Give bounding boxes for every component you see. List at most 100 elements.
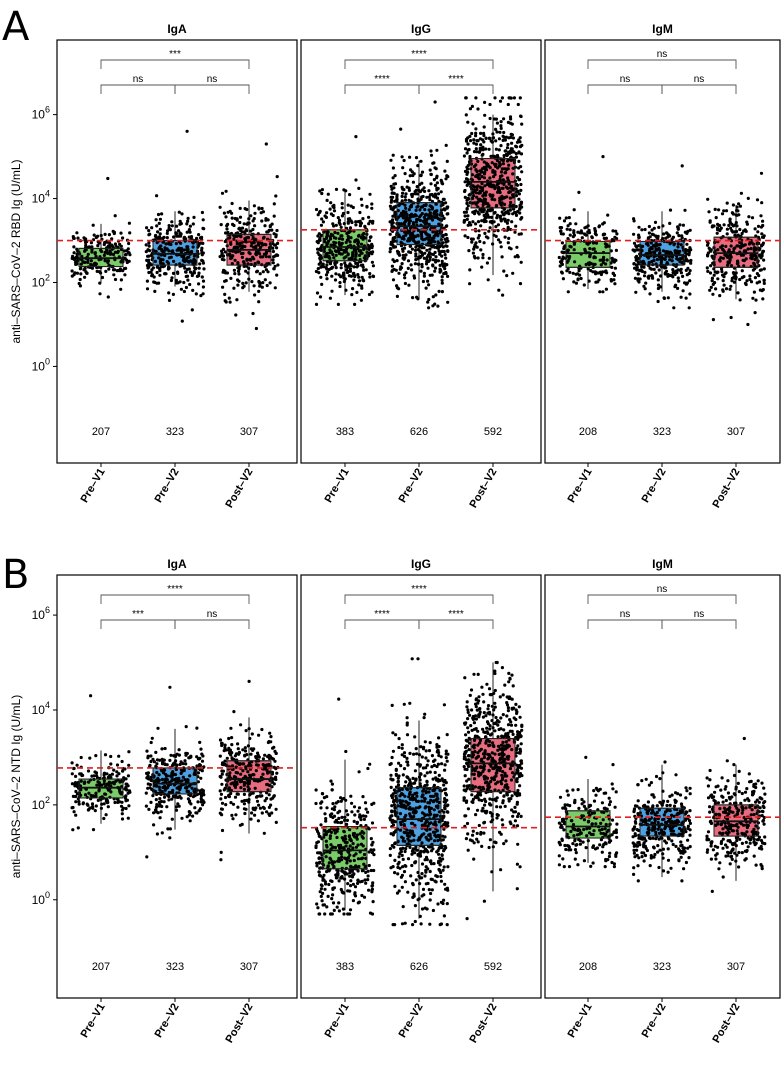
data-point xyxy=(420,170,425,174)
data-point xyxy=(684,282,689,286)
data-point xyxy=(165,774,169,778)
data-point xyxy=(428,258,432,262)
data-point xyxy=(174,232,178,236)
data-point xyxy=(174,759,178,763)
data-point xyxy=(370,843,374,847)
data-point xyxy=(423,906,427,910)
data-point xyxy=(369,848,373,852)
data-point xyxy=(249,262,253,267)
data-point xyxy=(420,205,424,209)
data-point xyxy=(232,268,236,272)
data-point xyxy=(731,212,735,216)
data-point xyxy=(715,231,719,235)
data-point xyxy=(518,177,522,182)
data-point xyxy=(238,762,242,766)
data-point xyxy=(164,242,168,246)
data-point xyxy=(243,230,247,234)
data-point xyxy=(319,265,323,269)
data-point xyxy=(658,251,662,255)
data-point xyxy=(428,198,432,202)
data-point xyxy=(480,219,484,223)
data-point xyxy=(343,277,347,281)
data-point xyxy=(725,227,730,231)
data-point xyxy=(190,308,194,312)
data-point xyxy=(395,195,399,199)
data-point xyxy=(492,117,497,121)
data-point xyxy=(327,882,331,887)
data-point xyxy=(332,209,337,213)
data-point xyxy=(634,290,638,294)
data-point xyxy=(99,233,103,238)
data-point xyxy=(491,132,495,136)
data-point xyxy=(509,200,513,205)
data-point xyxy=(152,823,156,827)
data-point xyxy=(240,799,244,803)
data-point xyxy=(352,854,356,858)
data-point xyxy=(635,248,639,252)
data-point xyxy=(738,204,743,208)
data-point xyxy=(346,210,350,215)
data-point xyxy=(467,147,471,152)
data-point xyxy=(185,129,189,133)
data-point xyxy=(479,224,483,228)
data-point xyxy=(419,159,423,163)
data-point xyxy=(424,756,428,760)
data-point xyxy=(361,265,365,269)
data-point xyxy=(727,223,731,227)
data-point xyxy=(574,281,579,285)
data-point xyxy=(462,219,466,223)
data-point xyxy=(519,114,523,118)
data-point xyxy=(469,237,474,241)
data-point xyxy=(325,905,329,909)
data-point xyxy=(246,781,250,786)
data-point xyxy=(709,285,713,289)
data-point xyxy=(159,810,163,814)
data-point xyxy=(516,255,520,259)
data-point xyxy=(127,763,131,767)
data-point xyxy=(506,225,510,229)
data-point xyxy=(762,281,766,285)
data-point xyxy=(509,184,514,188)
data-point xyxy=(195,755,199,759)
data-point xyxy=(730,276,734,280)
data-point xyxy=(506,241,510,245)
data-point xyxy=(150,268,154,272)
data-point xyxy=(96,244,100,248)
data-point xyxy=(237,750,241,755)
data-point xyxy=(257,733,261,737)
data-point xyxy=(339,858,344,862)
data-point xyxy=(336,231,340,235)
data-point xyxy=(188,224,192,228)
data-point xyxy=(410,237,414,241)
data-point xyxy=(601,261,605,265)
data-point xyxy=(476,220,481,224)
data-point xyxy=(253,224,257,228)
data-point xyxy=(91,223,95,227)
data-point xyxy=(155,241,159,245)
data-point xyxy=(676,276,680,280)
data-point xyxy=(638,277,642,281)
data-point xyxy=(149,775,153,780)
data-point xyxy=(83,793,88,797)
data-point xyxy=(498,130,502,134)
data-point xyxy=(405,185,409,189)
data-point xyxy=(432,178,436,182)
data-point xyxy=(650,232,655,236)
data-point xyxy=(370,802,374,807)
data-point xyxy=(184,258,188,262)
data-point xyxy=(157,221,161,225)
x-tick-label: Pre–V1 xyxy=(79,1002,108,1040)
data-point xyxy=(317,262,321,266)
data-point xyxy=(688,228,692,232)
data-point xyxy=(339,852,343,856)
data-point xyxy=(610,238,615,242)
data-point xyxy=(232,710,236,714)
data-point xyxy=(643,270,647,274)
data-point xyxy=(683,208,687,212)
data-point xyxy=(364,870,368,875)
data-point xyxy=(230,216,234,220)
data-point xyxy=(478,169,482,173)
data-point xyxy=(186,216,190,220)
data-point xyxy=(416,197,420,201)
